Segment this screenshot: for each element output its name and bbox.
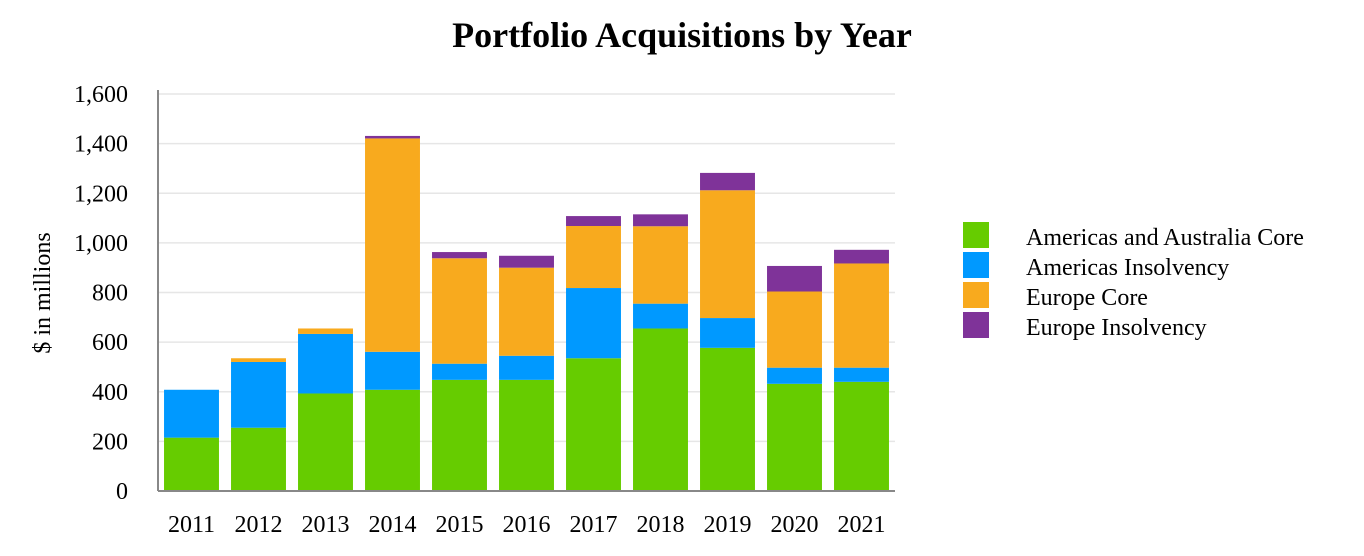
y-tick-label: 0 <box>116 479 128 505</box>
y-tick-label: 400 <box>92 380 128 406</box>
bar-segment <box>700 172 755 191</box>
bar-segment <box>298 393 353 491</box>
legend-label: Americas and Australia Core <box>1026 225 1304 251</box>
y-tick-labels: 0 200 400 600 800 1,000 1,200 1,400 1,600 <box>74 82 128 505</box>
bar-segment <box>365 389 420 491</box>
bar-segment <box>700 318 755 348</box>
bar-segment <box>365 351 420 390</box>
x-tick-label: 2015 <box>436 512 484 538</box>
bar-segment <box>700 347 755 491</box>
bar-segment <box>298 328 353 334</box>
bar-segment <box>298 333 353 394</box>
legend-swatch <box>963 282 989 308</box>
legend-label: Americas Insolvency <box>1026 255 1229 281</box>
y-tick-label: 800 <box>92 281 128 307</box>
x-tick-label: 2017 <box>570 512 618 538</box>
bar-segment <box>499 379 554 491</box>
bar-segment <box>365 135 420 139</box>
bar-segment <box>767 291 822 368</box>
y-tick-label: 200 <box>92 429 128 455</box>
bar-segment <box>164 389 219 438</box>
y-axis-title: $ in millions <box>30 232 56 353</box>
bar-segment <box>834 249 889 264</box>
x-tick-label: 2013 <box>302 512 350 538</box>
bar-segment <box>432 252 487 259</box>
bar-segment <box>633 328 688 491</box>
x-tick-label: 2014 <box>369 512 417 538</box>
bar-segment <box>834 263 889 368</box>
y-tick-label: 1,600 <box>74 82 128 108</box>
x-tick-label: 2020 <box>771 512 819 538</box>
bar-segment <box>767 383 822 491</box>
bar-segment <box>432 258 487 364</box>
bar-segment <box>767 367 822 384</box>
bar-segment <box>432 379 487 491</box>
y-tick-label: 1,400 <box>74 132 128 158</box>
y-tick-label: 1,000 <box>74 231 128 257</box>
bar-segment <box>432 363 487 380</box>
bar-segment <box>700 190 755 319</box>
bar-segment <box>231 361 286 428</box>
bar-segment <box>231 427 286 491</box>
bars <box>164 135 889 491</box>
legend-label: Europe Insolvency <box>1026 315 1207 341</box>
x-tick-label: 2021 <box>838 512 886 538</box>
bar-segment <box>164 437 219 491</box>
bar-segment <box>566 226 621 289</box>
legend-swatch <box>963 312 989 338</box>
x-tick-label: 2016 <box>503 512 551 538</box>
bar-segment <box>499 255 554 268</box>
bar-segment <box>633 226 688 304</box>
bar-segment <box>499 267 554 356</box>
x-tick-label: 2012 <box>235 512 283 538</box>
y-tick-label: 1,200 <box>74 181 128 207</box>
bar-segment <box>834 367 889 382</box>
bar-segment <box>566 216 621 227</box>
axes <box>157 90 895 492</box>
bar-segment <box>633 303 688 329</box>
x-tick-labels: 2011 2012 2013 2014 2015 2016 2017 2018 2019 2020… <box>168 512 886 538</box>
bar-segment <box>231 358 286 362</box>
legend-label: Europe Core <box>1026 285 1148 311</box>
x-tick-label: 2011 <box>168 512 215 538</box>
x-tick-label: 2019 <box>704 512 752 538</box>
bar-segment <box>834 381 889 491</box>
chart-title: Portfolio Acquisitions by Year <box>452 15 912 55</box>
legend-swatch <box>963 252 989 278</box>
bar-segment <box>365 138 420 352</box>
x-tick-label: 2018 <box>637 512 685 538</box>
bar-segment <box>767 265 822 292</box>
bar-segment <box>566 288 621 359</box>
bar-segment <box>633 214 688 227</box>
y-tick-label: 600 <box>92 330 128 356</box>
legend-swatch <box>963 222 989 248</box>
bar-segment <box>566 358 621 491</box>
bar-segment <box>499 355 554 380</box>
legend: Americas and Australia Core Americas Inso… <box>963 222 1304 341</box>
